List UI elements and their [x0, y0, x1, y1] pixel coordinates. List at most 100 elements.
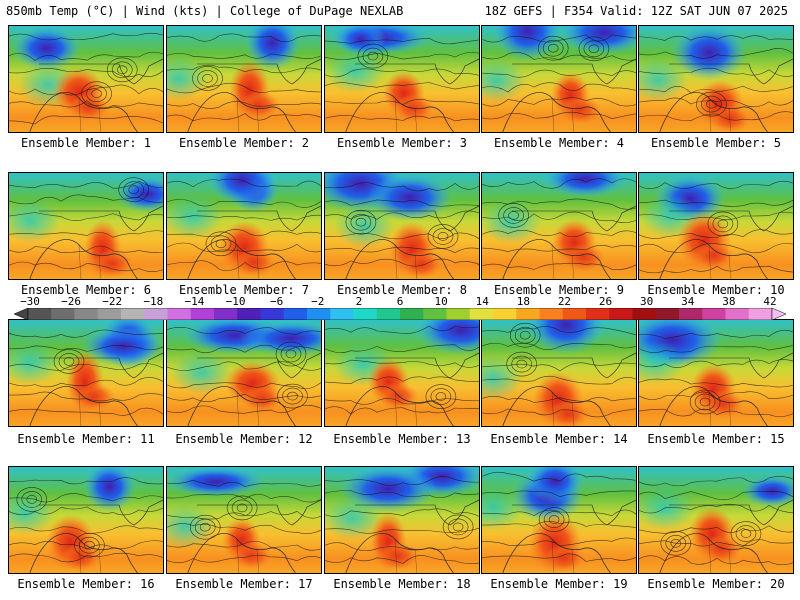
ensemble-map-3	[324, 25, 480, 133]
ensemble-member-label: Ensemble Member: 5	[650, 136, 782, 150]
ensemble-member-label: Ensemble Member: 15	[647, 432, 785, 446]
colorbar-tick-label: 26	[598, 295, 613, 308]
temperature-map-image	[325, 467, 479, 573]
ensemble-map-9	[481, 172, 637, 280]
colorbar-tick-label: 18	[516, 295, 530, 308]
colorbar-segment	[28, 308, 52, 320]
ensemble-map-17	[166, 466, 322, 574]
ensemble-member-label: Ensemble Member: 20	[647, 577, 785, 591]
colorbar-segment	[632, 308, 657, 320]
temperature-map-image	[167, 173, 321, 279]
colorbar-segment	[51, 308, 75, 320]
colorbar-segment	[260, 308, 285, 320]
ensemble-map-7	[166, 172, 322, 280]
colorbar-segment	[376, 308, 401, 320]
colorbar-segment	[469, 308, 494, 320]
colorbar-tick-label: −22	[102, 295, 123, 308]
colorbar-segment	[190, 308, 215, 320]
temperature-map-image	[325, 173, 479, 279]
ensemble-member-label: Ensemble Member: 2	[178, 136, 310, 150]
colorbar-segment	[283, 308, 308, 320]
ensemble-map-1	[8, 25, 164, 133]
ensemble-member-label: Ensemble Member: 6	[20, 283, 152, 297]
ensemble-member-label: Ensemble Member: 4	[493, 136, 625, 150]
colorbar-segment	[609, 308, 633, 320]
ensemble-map-6	[8, 172, 164, 280]
colorbar-tick-label: 22	[557, 295, 572, 308]
temperature-map-image	[482, 320, 636, 426]
temperature-map-image	[639, 26, 793, 132]
temperature-map-image	[167, 467, 321, 573]
temperature-map-image	[482, 173, 636, 279]
colorbar-segment	[121, 308, 145, 320]
colorbar-segment	[353, 308, 378, 320]
ensemble-member-label: Ensemble Member: 18	[333, 577, 471, 591]
ensemble-member-label: Ensemble Member: 12	[175, 432, 313, 446]
colorbar-segment	[586, 308, 610, 320]
ensemble-member-label: Ensemble Member: 11	[17, 432, 155, 446]
ensemble-map-5	[638, 25, 794, 133]
colorbar-tick-label: 2	[355, 295, 363, 308]
ensemble-member-label: Ensemble Member: 17	[175, 577, 313, 591]
colorbar-segment	[655, 308, 680, 320]
ensemble-member-label: Ensemble Member: 19	[490, 577, 628, 591]
temperature-map-image	[9, 320, 163, 426]
temperature-map-image	[482, 467, 636, 573]
colorbar-segment	[748, 308, 773, 320]
header: 850mb Temp (°C) | Wind (kts) | College o…	[0, 0, 800, 22]
colorbar-min-arrow	[14, 308, 29, 320]
ensemble-map-10	[638, 172, 794, 280]
colorbar-segment	[516, 308, 540, 320]
colorbar-max-arrow	[771, 308, 786, 320]
ensemble-map-13	[324, 319, 480, 427]
product-title: 850mb Temp (°C) | Wind (kts) | College o…	[6, 4, 404, 18]
colorbar-segment	[237, 308, 261, 320]
ensemble-map-11	[8, 319, 164, 427]
temperature-map-image	[325, 320, 479, 426]
colorbar-segment	[400, 308, 424, 320]
colorbar-segment	[539, 308, 564, 320]
colorbar-segment	[167, 308, 192, 320]
colorbar-tick-label: 34	[681, 295, 695, 308]
ensemble-member-label: Ensemble Member: 1	[20, 136, 152, 150]
colorbar-tick-label: 10	[434, 295, 448, 308]
colorbar-segment	[562, 308, 587, 320]
colorbar-tick-label: 6	[396, 295, 404, 308]
ensemble-map-19	[481, 466, 637, 574]
colorbar-segment	[679, 308, 703, 320]
ensemble-member-label: Ensemble Member: 8	[336, 283, 468, 297]
colorbar-tick-label: −10	[225, 295, 246, 308]
colorbar-tick-label: −18	[143, 295, 164, 308]
ensemble-member-label: Ensemble Member: 7	[178, 283, 310, 297]
colorbar-segment	[725, 308, 750, 320]
temperature-map-image	[639, 173, 793, 279]
colorbar-tick-label: −6	[270, 295, 284, 308]
ensemble-map-12	[166, 319, 322, 427]
temperature-colorbar	[14, 308, 786, 320]
run-valid-time: 18Z GEFS | F354 Valid: 12Z SAT JUN 07 20…	[484, 4, 788, 18]
ensemble-map-2	[166, 25, 322, 133]
ensemble-member-label: Ensemble Member: 14	[490, 432, 628, 446]
ensemble-map-8	[324, 172, 480, 280]
temperature-map-image	[167, 320, 321, 426]
colorbar-tick-label: 14	[475, 295, 489, 308]
colorbar-segment	[214, 308, 238, 320]
temperature-map-image	[9, 26, 163, 132]
colorbar-segment	[702, 308, 726, 320]
ensemble-member-label: Ensemble Member: 16	[17, 577, 155, 591]
colorbar-segment	[144, 308, 168, 320]
ensemble-map-15	[638, 319, 794, 427]
colorbar-tick-label: 38	[722, 295, 736, 308]
ensemble-map-16	[8, 466, 164, 574]
colorbar-tick-label: −2	[311, 295, 325, 308]
ensemble-member-label: Ensemble Member: 10	[647, 283, 785, 297]
colorbar-segment	[493, 308, 517, 320]
colorbar-segment	[307, 308, 331, 320]
ensemble-map-20	[638, 466, 794, 574]
colorbar-tick-label: 42	[763, 295, 777, 308]
colorbar-segment	[330, 308, 354, 320]
temperature-map-image	[9, 467, 163, 573]
temperature-map-image	[325, 26, 479, 132]
ensemble-map-14	[481, 319, 637, 427]
colorbar-segment	[74, 308, 99, 320]
